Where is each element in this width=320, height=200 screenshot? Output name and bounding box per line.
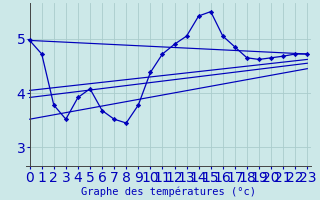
X-axis label: Graphe des températures (°c): Graphe des températures (°c) bbox=[81, 186, 256, 197]
